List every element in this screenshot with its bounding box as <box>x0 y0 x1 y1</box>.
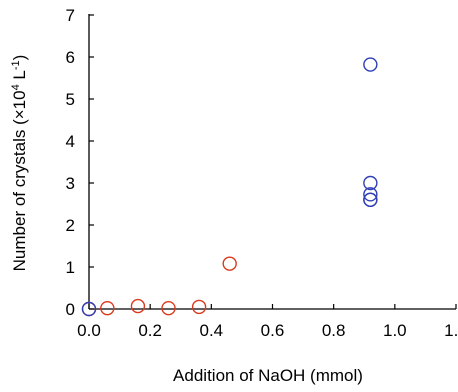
y-tick-label: 5 <box>66 90 75 109</box>
data-point-series-2 <box>363 187 378 202</box>
data-point-series-1 <box>161 300 176 316</box>
x-tick-label: 1.0 <box>383 321 407 340</box>
y-axis-title-main: Number of crystals (×10 <box>10 90 29 271</box>
data-point-series-1 <box>130 298 146 314</box>
y-axis-title-unit-exponent: -1 <box>10 60 22 70</box>
data-point-series-2 <box>81 301 97 317</box>
y-tick-label: 2 <box>66 216 75 235</box>
y-tick-label: 1 <box>66 258 75 277</box>
x-tick-label: 0.4 <box>200 321 224 340</box>
tick-labels: 0.0 0.2 0.4 0.6 0.8 1.0 1.2 0 1 2 3 4 5 6 7 <box>66 6 458 340</box>
y-axis-title-exponent: 4 <box>10 84 22 90</box>
y-axis-title-unit: L <box>10 70 29 84</box>
data-points <box>81 57 378 317</box>
y-axis-title-close: ) <box>10 55 29 61</box>
y-tick-label: 0 <box>66 300 75 319</box>
data-point-series-1 <box>191 299 207 315</box>
data-point-series-2 <box>363 175 378 191</box>
x-tick-label: 0.8 <box>322 321 346 340</box>
data-point-series-1 <box>100 300 115 316</box>
y-tick-label: 7 <box>66 6 75 25</box>
data-point-series-1 <box>222 256 237 271</box>
x-tick-label: 0.0 <box>77 321 101 340</box>
x-tick-label: 1.2 <box>444 321 458 340</box>
axes <box>88 14 456 310</box>
data-point-series-2 <box>363 192 378 208</box>
y-tick-label: 6 <box>66 48 75 67</box>
x-axis-title: Addition of NaOH (mmol) <box>173 366 363 385</box>
y-tick-label: 3 <box>66 174 75 193</box>
tick-marks <box>88 14 457 310</box>
y-axis-title: Number of crystals (×104 L-1) <box>10 55 29 272</box>
y-tick-label: 4 <box>66 132 75 151</box>
data-point-series-2 <box>363 57 378 72</box>
x-tick-label: 0.2 <box>138 321 162 340</box>
x-tick-label: 0.6 <box>261 321 285 340</box>
